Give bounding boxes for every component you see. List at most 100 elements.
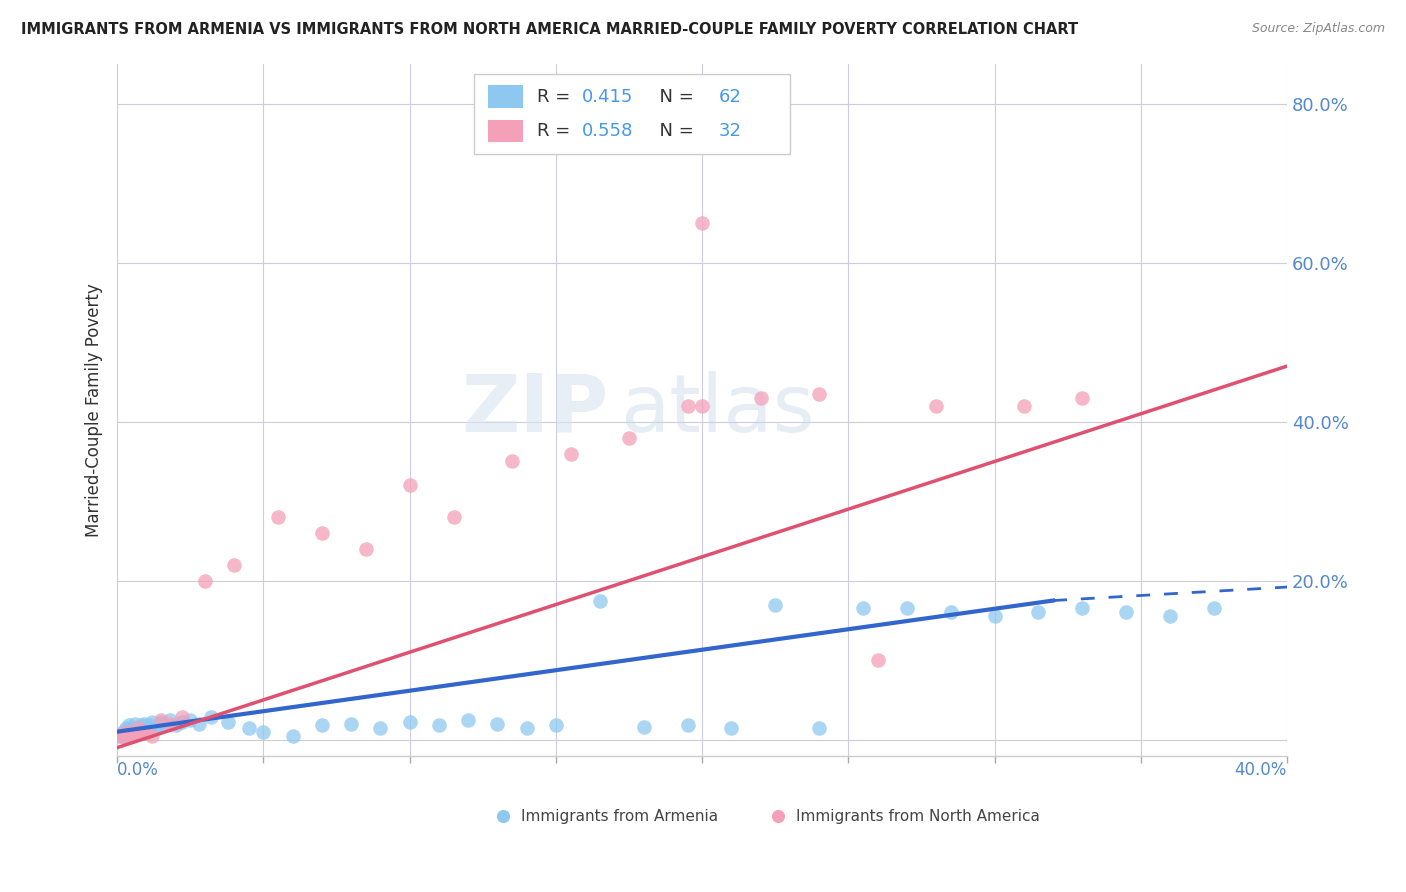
Point: [121, 729, 143, 743]
Point: [121, 721, 143, 735]
Point: [124, 724, 146, 739]
Text: N =: N =: [648, 122, 700, 140]
Point: [115, 726, 138, 740]
Point: [121, 724, 143, 739]
Text: 32: 32: [718, 122, 741, 140]
Point: [135, 726, 157, 740]
Point: [165, 718, 187, 732]
Point: [238, 721, 260, 735]
Point: [112, 729, 135, 743]
Point: [370, 721, 392, 735]
Point: [427, 718, 450, 732]
Point: [852, 601, 875, 615]
Point: [217, 715, 239, 730]
Point: [124, 726, 146, 740]
Point: [690, 399, 713, 413]
Point: [115, 731, 138, 745]
Point: [200, 710, 222, 724]
Point: [194, 574, 217, 588]
Point: [1115, 606, 1137, 620]
Point: [340, 716, 363, 731]
Point: [150, 715, 173, 730]
Point: [1071, 601, 1094, 615]
Point: [1159, 609, 1181, 624]
Point: [170, 710, 193, 724]
Point: [127, 721, 149, 735]
Point: [129, 723, 152, 738]
Point: [146, 718, 169, 732]
Point: [224, 558, 246, 572]
Text: Immigrants from Armenia: Immigrants from Armenia: [520, 809, 718, 824]
Point: [311, 718, 333, 732]
Point: [112, 724, 135, 739]
Text: 0.415: 0.415: [582, 87, 633, 105]
Text: N =: N =: [648, 87, 700, 105]
Point: [763, 598, 786, 612]
Point: [1071, 803, 1094, 817]
Point: [1012, 399, 1035, 413]
Text: ZIP: ZIP: [461, 371, 609, 449]
Point: [129, 724, 152, 739]
Point: [135, 724, 157, 739]
Point: [121, 729, 143, 743]
Point: [129, 718, 152, 732]
Point: [115, 731, 138, 745]
Point: [267, 510, 290, 524]
Point: [108, 729, 131, 743]
Point: [560, 446, 582, 460]
Point: [118, 727, 141, 741]
Point: [138, 718, 160, 732]
Point: [108, 729, 131, 743]
Text: IMMIGRANTS FROM ARMENIA VS IMMIGRANTS FROM NORTH AMERICA MARRIED-COUPLE FAMILY P: IMMIGRANTS FROM ARMENIA VS IMMIGRANTS FR…: [21, 22, 1078, 37]
Point: [676, 399, 699, 413]
Point: [983, 609, 1005, 624]
Point: [141, 715, 163, 730]
Text: R =: R =: [537, 87, 576, 105]
Text: Source: ZipAtlas.com: Source: ZipAtlas.com: [1251, 22, 1385, 36]
Point: [544, 718, 567, 732]
Point: [749, 391, 772, 405]
Point: [141, 729, 163, 743]
Point: [115, 721, 138, 735]
Text: R =: R =: [537, 122, 576, 140]
Point: [159, 713, 181, 727]
Point: [896, 601, 918, 615]
Point: [501, 454, 523, 468]
Point: [132, 726, 155, 740]
Point: [127, 726, 149, 740]
Point: [1071, 391, 1094, 405]
Point: [398, 715, 420, 730]
Point: [153, 716, 176, 731]
Point: [589, 593, 612, 607]
Text: 0.0%: 0.0%: [117, 762, 159, 780]
Point: [150, 713, 173, 727]
Point: [633, 720, 655, 734]
FancyBboxPatch shape: [488, 86, 523, 108]
Point: [808, 387, 831, 401]
Point: [617, 431, 640, 445]
Point: [124, 716, 146, 731]
Point: [866, 653, 889, 667]
Point: [1202, 601, 1225, 615]
Text: 0.558: 0.558: [582, 122, 633, 140]
Y-axis label: Married-Couple Family Poverty: Married-Couple Family Poverty: [86, 283, 103, 537]
Point: [135, 721, 157, 735]
FancyBboxPatch shape: [488, 120, 523, 142]
Point: [311, 526, 333, 541]
Point: [281, 729, 304, 743]
Point: [925, 399, 948, 413]
Point: [676, 718, 699, 732]
Point: [132, 716, 155, 731]
Point: [252, 724, 274, 739]
Point: [808, 721, 831, 735]
Point: [486, 716, 509, 731]
Point: [118, 723, 141, 738]
FancyBboxPatch shape: [474, 74, 790, 154]
Text: 40.0%: 40.0%: [1234, 762, 1286, 780]
Point: [118, 724, 141, 739]
Point: [1028, 606, 1050, 620]
Point: [188, 716, 211, 731]
Point: [443, 510, 465, 524]
Point: [516, 721, 538, 735]
Point: [398, 478, 420, 492]
